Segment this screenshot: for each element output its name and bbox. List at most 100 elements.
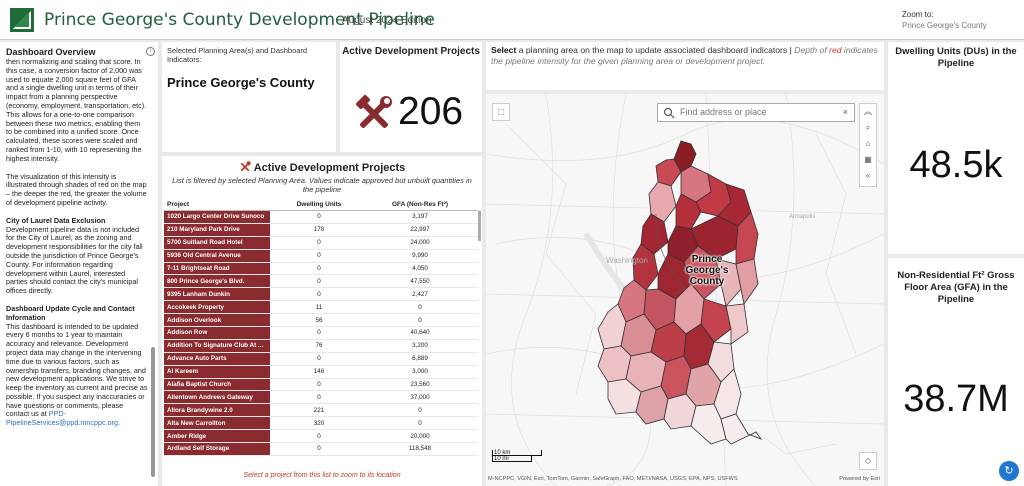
search-tool-icon[interactable]: ⌕ (865, 123, 871, 132)
select-tool-icon[interactable]: ⬚ (492, 103, 510, 121)
table-row[interactable]: 9395 Lanham Dunkin 0 2,427 (164, 288, 478, 302)
laurel-paragraph: Development pipeline data is not include… (6, 224, 143, 296)
map-view[interactable]: Washington Annapolis Prince George's Cou… (486, 94, 884, 486)
project-name-cell: Addison Row (164, 327, 270, 339)
gfa-cell: 23,560 (410, 381, 430, 389)
table-row[interactable]: Al Kareem 146 3,000 (164, 365, 478, 379)
table-row[interactable]: 210 Maryland Park Drive 178 22,997 (164, 223, 478, 237)
overview-text: then normalizing and scaling that score.… (6, 57, 148, 437)
tools-icon (356, 95, 392, 129)
basemap-gallery-icon[interactable]: ▦ (864, 155, 872, 164)
collapse-icon[interactable]: ︽ (864, 107, 872, 116)
gfa-cell: 24,000 (410, 239, 430, 247)
info-icon[interactable]: i (146, 47, 155, 56)
table-scrollbar[interactable] (478, 211, 481, 241)
column-header-project[interactable]: Project (167, 200, 190, 208)
table-row[interactable]: 7-11 Brightseat Road 0 4,050 (164, 262, 478, 276)
table-row[interactable]: Addition To Signature Club At ... 76 3,200 (164, 339, 478, 353)
clear-search-icon[interactable]: × (842, 107, 848, 117)
selection-panel: Selected Planning Area(s) and Dashboard … (162, 42, 336, 152)
county-label-line: Prince (691, 254, 723, 265)
overview-paragraph: The visualization of this intensity is i… (6, 171, 147, 207)
zoom-to-select[interactable]: Prince George's County (902, 21, 987, 30)
instructions-part-1: a planning area on the map to update ass… (516, 45, 795, 55)
overview-paragraph: then normalizing and scaling that score.… (6, 57, 147, 163)
search-icon (663, 107, 675, 119)
update-paragraph: This dashboard is intended to be updated… (6, 321, 148, 429)
column-header-dwelling-units[interactable]: Dwelling Units (296, 200, 342, 208)
table-row[interactable]: Amber Ridge 0 20,000 (164, 430, 478, 444)
project-name-cell: Addison Overlook (164, 314, 270, 327)
dwelling-units-value: 48.5k (909, 144, 1003, 186)
gfa-cell: 3,197 (412, 213, 428, 221)
project-name-cell: Allora Brandywine 2.0 (164, 404, 270, 417)
dwelling-units-cell: 0 (317, 355, 321, 363)
dwelling-units-cell: 0 (317, 239, 321, 247)
gfa-value: 38.7M (903, 378, 1009, 420)
gfa-title: Non-Residential Ft² Gross Floor Area (GF… (897, 270, 1015, 305)
refresh-icon[interactable]: ↻ (999, 461, 1019, 481)
table-row[interactable]: Allora Brandywine 2.0 221 0 (164, 404, 478, 418)
project-list-title: Active Development Projects (162, 161, 482, 174)
table-row[interactable]: Ardland Self Storage 0 118,548 (164, 443, 478, 456)
gfa-cell: 0 (418, 419, 422, 427)
project-name-cell: 5700 Suitland Road Hotel (164, 236, 270, 249)
dwelling-units-cell: 0 (317, 381, 321, 389)
project-name-cell: Alafia Baptist Church (164, 378, 270, 391)
project-name-cell: Addition To Signature Club At ... (164, 339, 270, 352)
edition-label: August 2024 Edition (342, 15, 432, 26)
powered-by-esri[interactable]: Powered by Esri (839, 476, 880, 482)
table-row[interactable]: 800 Prince George's Blvd. 0 47,550 (164, 275, 478, 289)
project-name-cell: 7-11 Brightseat Road (164, 262, 270, 275)
active-projects-title: Active Development Projects (342, 46, 480, 57)
table-row[interactable]: Addison Row 0 40,640 (164, 327, 478, 340)
active-projects-count: 206 (398, 90, 464, 133)
column-header-gfa[interactable]: GFA (Non-Res Ft²) (391, 200, 449, 208)
table-body: 1020 Largo Center Drive Sunoco 0 3,197 210 … (164, 211, 478, 456)
table-row[interactable]: Advance Auto Parts 0 6,889 (164, 352, 478, 366)
project-name-cell: 5936 Old Central Avenue (164, 249, 270, 262)
project-name-cell: 210 Maryland Park Drive (164, 223, 270, 236)
table-row[interactable]: Allentown Andrews Gateway 0 37,000 (164, 391, 478, 405)
expand-icon[interactable]: « (865, 171, 871, 180)
home-icon[interactable]: ⌂ (865, 139, 871, 148)
dashboard-overview-panel: Dashboard Overview i then normalizing an… (0, 42, 158, 486)
gfa-cell: 0 (418, 316, 422, 324)
locate-icon[interactable]: ◇ (859, 452, 877, 470)
contact-email-link[interactable]: PPD-PipelineServices@ppd.mncppc.org. (6, 409, 120, 428)
dwelling-units-cell: 56 (315, 316, 323, 324)
search-input[interactable]: Find address or place × (657, 103, 855, 122)
instructions-part-2: indicates the pipeline intensity for the… (491, 45, 878, 66)
dwelling-units-cell: 146 (313, 368, 325, 376)
scale-km: 10 km (492, 450, 542, 456)
table-row[interactable]: Alta New Carrollton 320 0 (164, 417, 478, 431)
dwelling-units-cell: 0 (317, 252, 321, 260)
instructions-red: red (829, 45, 842, 55)
table-row[interactable]: 5700 Suitland Road Hotel 0 24,000 (164, 236, 478, 250)
dwelling-units-cell: 0 (317, 265, 321, 272)
map-attribution[interactable]: M-NCPPC, VGIN, Esri, TomTom, Garmin, Saf… (488, 476, 738, 482)
gfa-indicator: Non-Residential Ft² Gross Floor Area (GF… (888, 258, 1024, 486)
project-list-title-text: Active Development Projects (253, 162, 406, 174)
update-text: This dashboard is intended to be updated… (6, 321, 148, 419)
table-row[interactable]: Addison Overlook 56 0 (164, 314, 478, 328)
selected-area: Prince George's County (167, 75, 315, 90)
dwelling-units-cell: 0 (317, 290, 321, 298)
table-row[interactable]: Alafia Baptist Church 0 23,560 (164, 378, 478, 392)
dwelling-units-cell: 221 (313, 406, 325, 414)
table-row[interactable]: 1020 Largo Center Drive Sunoco 0 3,197 (164, 211, 478, 224)
map-instructions: Select a planning area on the map to upd… (486, 42, 884, 90)
table-row[interactable]: 5936 Old Central Avenue 0 9,990 (164, 249, 478, 263)
project-name-cell: Amber Ridge (164, 430, 270, 443)
table-row[interactable]: Accokeek Property 11 0 (164, 301, 478, 315)
dwelling-units-cell: 0 (317, 213, 321, 221)
map-toolbar: ︽ ⌕ ⌂ ▦ « (859, 103, 877, 187)
scale-mi: 10 mi (492, 456, 532, 462)
overview-scrollbar[interactable] (151, 347, 155, 477)
page-title: Prince George's County Development Pipel… (44, 10, 435, 30)
dwelling-units-cell: 178 (313, 226, 325, 234)
instructions-depth: Depth of (794, 45, 830, 55)
county-label-line: County (689, 276, 725, 287)
project-name-cell: Al Kareem (164, 365, 270, 378)
search-placeholder: Find address or place (680, 107, 767, 117)
